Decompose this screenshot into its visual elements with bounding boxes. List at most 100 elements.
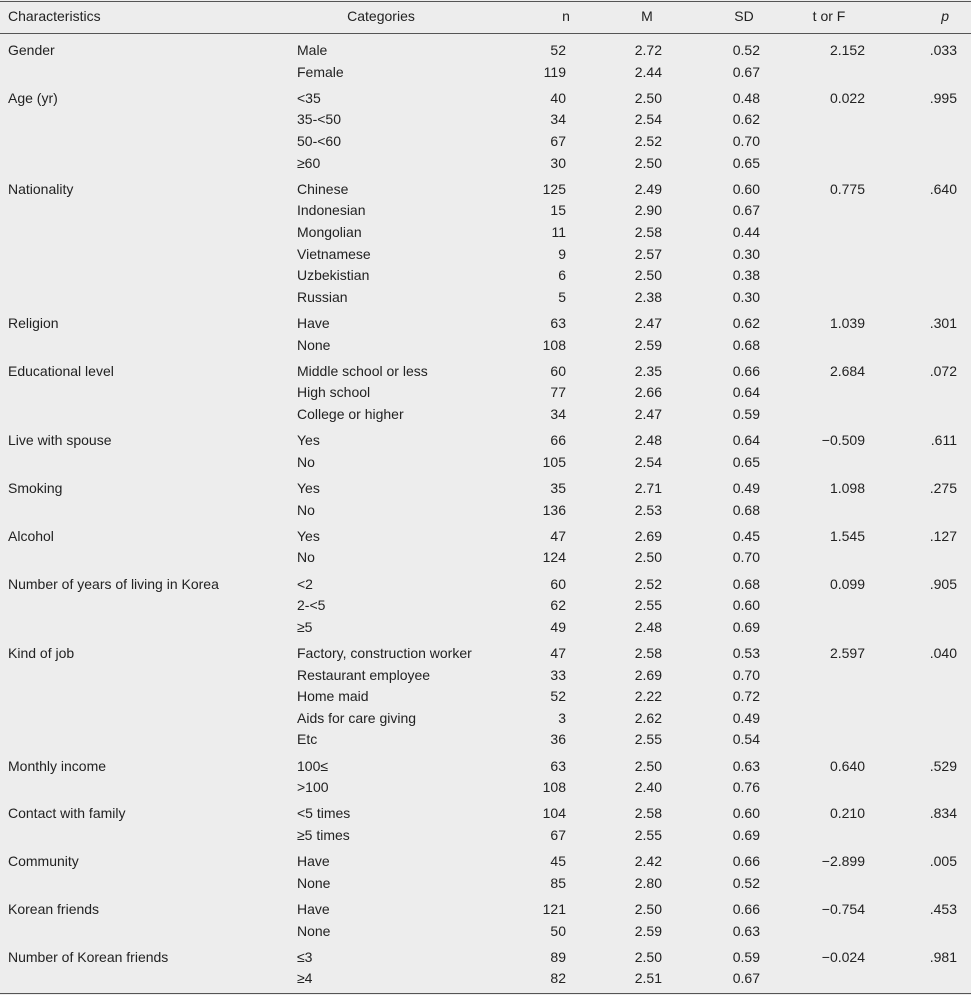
category-cell: ≤3: [297, 948, 313, 965]
category-cell: ≥5: [297, 618, 313, 635]
n-cell: 63: [550, 315, 566, 331]
category-cell: 2-<5: [297, 597, 326, 614]
table-row: 50-<60 67 2.52 0.70: [0, 132, 971, 154]
characteristic-group: Alcohol 1.545 .127 Yes 47 2.69 0.45 No 124 2.50 0.…: [0, 527, 971, 570]
n-cell: 33: [550, 666, 566, 683]
n-cell: 40: [550, 89, 566, 106]
sd-cell: 0.48: [732, 89, 760, 106]
n-cell: 11: [551, 223, 566, 240]
t-or-f-value: 1.545: [829, 527, 865, 544]
n-cell: 85: [550, 874, 566, 891]
characteristic-label: Kind of job: [8, 645, 75, 661]
category-cell: ≥4: [297, 970, 313, 987]
n-cell: 47: [550, 645, 566, 661]
sd-cell: 0.52: [732, 874, 760, 891]
characteristic-group: Religion 1.039 .301 Have 63 2.47 0.62 None 108 2.…: [0, 314, 971, 357]
n-cell: 30: [550, 154, 566, 171]
table-row: Home maid 52 2.22 0.72: [0, 687, 971, 709]
p-value: .981: [929, 948, 957, 965]
category-cell: Mongolian: [297, 223, 362, 240]
category-cell: No: [297, 501, 315, 518]
n-cell: 60: [550, 362, 566, 379]
category-cell: Uzbekistian: [297, 267, 370, 284]
mean-cell: 2.38: [634, 288, 662, 305]
p-value: .127: [929, 527, 957, 544]
table-row: High school 77 2.66 0.64: [0, 383, 971, 405]
mean-cell: 2.51: [634, 970, 662, 987]
n-cell: 67: [550, 826, 566, 843]
characteristic-group: Community −2.899 .005 Have 45 2.42 0.66 None 85 2…: [0, 852, 971, 895]
sd-cell: 0.49: [732, 480, 760, 496]
n-cell: 35: [550, 480, 566, 496]
header-n: n: [562, 8, 570, 24]
sd-cell: 0.70: [732, 666, 760, 683]
table-row: College or higher 34 2.47 0.59: [0, 405, 971, 427]
characteristic-group: Contact with family 0.210 .834 <5 times 104 2…: [0, 804, 971, 847]
characteristic-label: Number of Korean friends: [8, 948, 169, 965]
sd-cell: 0.66: [732, 853, 760, 870]
table-row: Yes 66 2.48 0.64: [0, 431, 971, 453]
characteristic-group: Korean friends −0.754 .453 Have 121 2.50 0.66 N…: [0, 900, 971, 943]
characteristic-label: Alcohol: [8, 527, 54, 544]
table-row: <2 60 2.52 0.68: [0, 575, 971, 597]
characteristic-label: Community: [8, 853, 79, 870]
table-row: Etc 36 2.55 0.54: [0, 730, 971, 752]
n-cell: 34: [550, 405, 566, 422]
table-row: No 136 2.53 0.68: [0, 501, 971, 523]
n-cell: 34: [550, 111, 566, 128]
p-value: .995: [929, 89, 957, 106]
sd-cell: 0.59: [732, 948, 760, 965]
category-cell: Have: [297, 315, 330, 331]
category-cell: College or higher: [297, 405, 404, 422]
mean-cell: 2.48: [634, 618, 662, 635]
p-value: .529: [929, 757, 957, 774]
t-or-f-value: 1.098: [829, 480, 865, 496]
t-or-f-value: 0.775: [829, 180, 865, 197]
sd-cell: 0.49: [732, 709, 760, 726]
characteristic-group: Number of Korean friends −0.024 .981 ≤3 89 2.…: [0, 948, 971, 991]
category-cell: Yes: [297, 480, 320, 496]
t-or-f-value: 2.684: [829, 362, 865, 379]
t-or-f-value: −0.509: [821, 432, 865, 449]
mean-cell: 2.90: [634, 202, 662, 219]
category-cell: High school: [297, 384, 371, 401]
sd-cell: 0.65: [732, 154, 760, 171]
sd-cell: 0.67: [732, 63, 760, 80]
characteristic-label: Live with spouse: [8, 432, 112, 449]
n-cell: 15: [550, 202, 566, 219]
mean-cell: 2.62: [634, 709, 662, 726]
mean-cell: 2.50: [634, 154, 662, 171]
sd-cell: 0.64: [732, 432, 760, 449]
table-row: Yes 47 2.69 0.45: [0, 527, 971, 549]
sd-cell: 0.63: [732, 922, 760, 939]
mean-cell: 2.40: [634, 779, 662, 796]
table-row: Uzbekistian 6 2.50 0.38: [0, 266, 971, 288]
table-row: Have 63 2.47 0.62: [0, 314, 971, 336]
characteristic-label: Korean friends: [8, 901, 100, 917]
category-cell: Chinese: [297, 180, 349, 197]
mean-cell: 2.80: [634, 874, 662, 891]
sd-cell: 0.67: [732, 202, 760, 219]
table-row: ≤3 89 2.50 0.59: [0, 948, 971, 970]
category-cell: >100: [297, 779, 329, 796]
p-value: .072: [929, 362, 957, 379]
table-row: Indonesian 15 2.90 0.67: [0, 201, 971, 223]
category-cell: Home maid: [297, 688, 369, 705]
table-row: ≥5 times 67 2.55 0.69: [0, 826, 971, 848]
table-row: None 50 2.59 0.63: [0, 922, 971, 944]
p-value: .834: [929, 805, 957, 822]
characteristic-label: Smoking: [8, 480, 63, 496]
sd-cell: 0.38: [732, 267, 760, 284]
sd-cell: 0.44: [732, 223, 760, 240]
mean-cell: 2.58: [634, 645, 662, 661]
sd-cell: 0.60: [732, 180, 760, 197]
sd-cell: 0.62: [732, 111, 760, 128]
header-p: p: [941, 8, 949, 24]
table-row: Russian 5 2.38 0.30: [0, 288, 971, 310]
category-cell: Factory, construction worker: [297, 645, 472, 661]
characteristic-label: Educational level: [8, 362, 114, 379]
mean-cell: 2.55: [634, 597, 662, 614]
table-row: Restaurant employee 33 2.69 0.70: [0, 666, 971, 688]
p-value: .275: [929, 480, 957, 496]
